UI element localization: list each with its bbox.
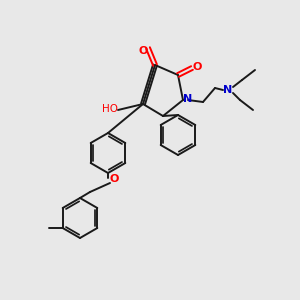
Text: N: N [183,94,193,104]
Text: HO: HO [102,104,118,114]
Text: N: N [224,85,232,95]
Text: O: O [109,174,119,184]
Text: O: O [192,62,202,72]
Text: O: O [138,46,148,56]
